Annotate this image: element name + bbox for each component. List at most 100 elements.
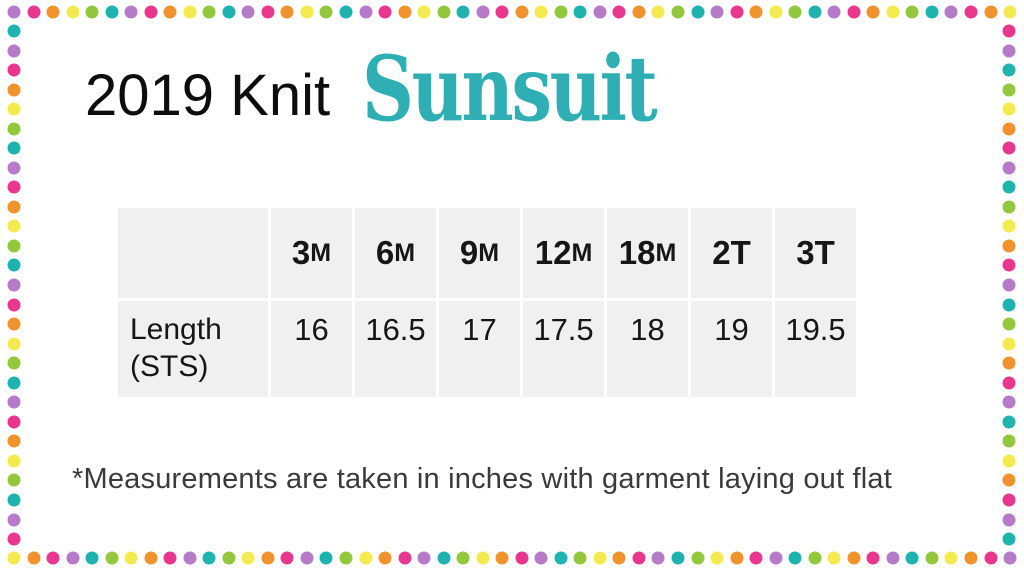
length-value-3m: 16 xyxy=(271,301,352,397)
length-value-12m: 17.5 xyxy=(523,301,604,397)
border-dot xyxy=(1002,493,1016,507)
column-header-main: 6 xyxy=(375,234,395,271)
border-dot xyxy=(1002,239,1016,253)
border-dot xyxy=(573,5,587,19)
border-dot xyxy=(417,551,431,565)
border-dot xyxy=(827,551,841,565)
table-corner-cell xyxy=(118,208,268,298)
length-value-3t: 19.5 xyxy=(775,301,856,397)
border-dot xyxy=(144,5,158,19)
border-dot xyxy=(1002,200,1016,214)
column-header-main: 18 xyxy=(618,234,656,271)
border-dot xyxy=(964,551,978,565)
column-header-suffix: M xyxy=(310,238,332,267)
border-dot xyxy=(241,551,255,565)
border-dot xyxy=(964,5,978,19)
border-dot xyxy=(1002,337,1016,351)
border-dot xyxy=(46,5,60,19)
border-dot xyxy=(1002,356,1016,370)
border-dot xyxy=(554,5,568,19)
border-dot xyxy=(515,5,529,19)
border-dot xyxy=(1002,317,1016,331)
border-dot xyxy=(1002,376,1016,390)
border-dot xyxy=(1002,180,1016,194)
border-dot xyxy=(163,5,177,19)
border-dot xyxy=(417,5,431,19)
border-dot xyxy=(398,551,412,565)
border-dot xyxy=(261,5,275,19)
border-dot xyxy=(456,5,470,19)
border-dot xyxy=(1002,141,1016,155)
length-value-6m: 16.5 xyxy=(355,301,436,397)
border-dot xyxy=(280,551,294,565)
border-dot xyxy=(7,24,21,38)
border-dot xyxy=(1003,5,1017,19)
border-dot xyxy=(7,278,21,292)
border-dot xyxy=(769,5,783,19)
border-dot xyxy=(905,551,919,565)
border-dot xyxy=(7,317,21,331)
border-dot xyxy=(359,551,373,565)
border-dot xyxy=(476,551,490,565)
border-dot xyxy=(710,5,724,19)
border-dot xyxy=(437,551,451,565)
border-dot xyxy=(7,395,21,409)
border-dot xyxy=(495,551,509,565)
border-dot xyxy=(222,551,236,565)
border-dot xyxy=(7,551,21,565)
border-dot xyxy=(1002,24,1016,38)
border-dot xyxy=(651,5,665,19)
border-dot xyxy=(66,551,80,565)
border-dot xyxy=(749,551,763,565)
border-dot xyxy=(1002,219,1016,233)
column-header-3t: 3T xyxy=(775,208,856,298)
border-dot xyxy=(632,5,646,19)
border-dot xyxy=(7,5,21,19)
border-dot xyxy=(593,5,607,19)
border-dot xyxy=(105,551,119,565)
border-dot xyxy=(847,551,861,565)
border-dot xyxy=(7,83,21,97)
border-dot xyxy=(85,5,99,19)
border-dot xyxy=(437,5,451,19)
border-dot xyxy=(7,532,21,546)
column-header-2t: 2T xyxy=(691,208,772,298)
length-value-2t: 19 xyxy=(691,301,772,397)
border-dot xyxy=(7,473,21,487)
border-dot xyxy=(1002,122,1016,136)
border-dot xyxy=(730,5,744,19)
border-dot xyxy=(1002,473,1016,487)
row-header-length-sts: Length (STS) xyxy=(118,301,268,397)
border-dot xyxy=(7,161,21,175)
length-value-9m: 17 xyxy=(439,301,520,397)
border-dot xyxy=(183,5,197,19)
border-dot xyxy=(925,551,939,565)
border-dot xyxy=(222,5,236,19)
border-dot xyxy=(1002,83,1016,97)
border-dot xyxy=(808,5,822,19)
border-dot xyxy=(671,5,685,19)
border-dot xyxy=(612,5,626,19)
border-dot xyxy=(944,5,958,19)
border-dot xyxy=(7,337,21,351)
border-dot xyxy=(612,551,626,565)
border-dot xyxy=(27,5,41,19)
border-dot xyxy=(359,5,373,19)
border-dot xyxy=(1002,513,1016,526)
border-dot xyxy=(144,551,158,565)
border-dot xyxy=(378,5,392,19)
border-dot xyxy=(378,551,392,565)
border-dot xyxy=(7,141,21,155)
border-dot xyxy=(769,551,783,565)
border-dot xyxy=(1003,551,1017,565)
border-dot xyxy=(905,5,919,19)
border-dot xyxy=(7,44,21,58)
border-dot xyxy=(886,5,900,19)
column-header-suffix: M xyxy=(478,238,500,267)
border-dot xyxy=(593,551,607,565)
border-dot xyxy=(183,551,197,565)
border-dot xyxy=(261,551,275,565)
